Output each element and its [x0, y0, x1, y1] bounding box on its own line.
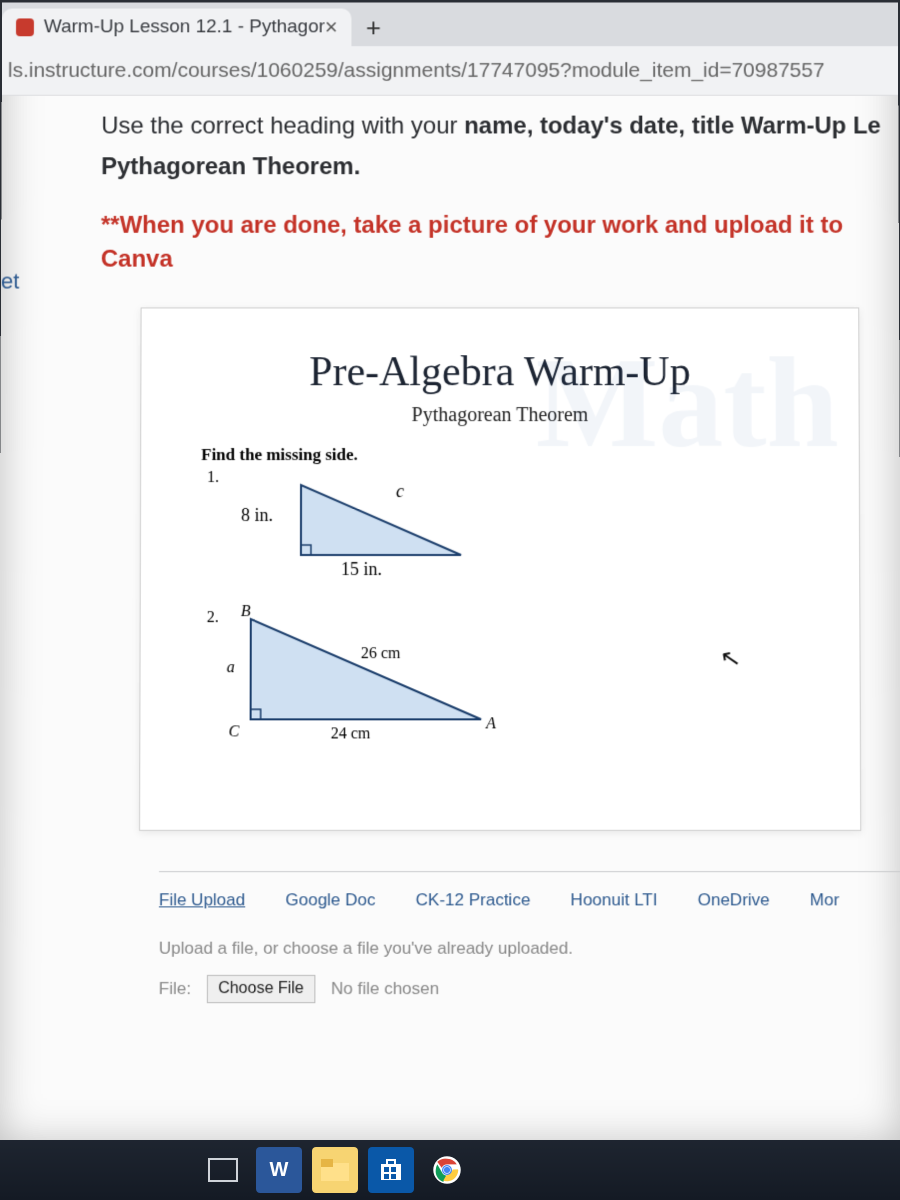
worksheet-title: Pre-Algebra Warm-Up	[171, 348, 828, 396]
worksheet-subtitle: Pythagorean Theorem	[171, 404, 828, 427]
submission-area: File Upload Google Doc CK-12 Practice Ho…	[159, 871, 900, 1003]
instr-line1a: Use the correct heading with your	[101, 113, 464, 140]
address-bar[interactable]: ls.instructure.com/courses/1060259/assig…	[2, 46, 898, 96]
assignment-instructions: Use the correct heading with your name, …	[101, 96, 899, 278]
triangle-2-hyp: 26 cm	[361, 645, 401, 663]
chrome-icon[interactable]	[424, 1147, 470, 1193]
triangle-1-hyp-var: c	[396, 481, 404, 502]
worksheet-image: Math Pre-Algebra Warm-Up Pythagorean The…	[139, 308, 861, 831]
tab-hoonuit[interactable]: Hoonuit LTI	[571, 890, 658, 910]
browser-tab[interactable]: Warm-Up Lesson 12.1 - Pythagor ×	[2, 9, 352, 47]
submission-tabs: File Upload Google Doc CK-12 Practice Ho…	[159, 890, 900, 910]
file-explorer-icon[interactable]	[312, 1147, 358, 1193]
instr-line2: Pythagorean Theorem.	[101, 150, 898, 185]
triangle-2-vertex-c: C	[229, 724, 240, 742]
instr-line3: **When you are done, take a picture of y…	[101, 209, 899, 278]
sidebar-fragment: et	[1, 269, 19, 295]
tab-google-doc[interactable]: Google Doc	[285, 890, 375, 910]
page-content: et Use the correct heading with your nam…	[0, 96, 900, 1004]
triangle-2-leg-var: a	[227, 659, 235, 677]
browser-window: Warm-Up Lesson 12.1 - Pythagor × + ls.in…	[0, 3, 900, 1144]
problem-1-number: 1.	[207, 469, 219, 487]
canvas-favicon	[16, 18, 34, 36]
triangle-2-vertex-b: B	[241, 603, 251, 621]
choose-file-button[interactable]: Choose File	[207, 975, 315, 1003]
task-view-icon[interactable]	[200, 1147, 246, 1193]
triangle-2-vertex-a: A	[486, 716, 496, 734]
problem-1: 1. 8 in. c 15 in.	[231, 469, 830, 609]
url-text: ls.instructure.com/courses/1060259/assig…	[8, 59, 825, 83]
triangle-1-leg-a: 8 in.	[241, 505, 273, 526]
problem-2: 2. B a C A 26 cm 24 cm	[230, 609, 830, 780]
tab-strip: Warm-Up Lesson 12.1 - Pythagor × +	[2, 3, 898, 47]
instr-line1b: name, today's date, title Warm-Up Le	[464, 113, 881, 140]
tab-file-upload[interactable]: File Upload	[159, 890, 245, 910]
close-tab-icon[interactable]: ×	[325, 14, 338, 40]
tab-onedrive[interactable]: OneDrive	[698, 890, 770, 910]
tab-more[interactable]: Mor	[810, 890, 839, 910]
word-icon[interactable]: W	[256, 1147, 302, 1193]
tab-ck12[interactable]: CK-12 Practice	[416, 890, 531, 910]
triangle-2-base: 24 cm	[331, 726, 371, 744]
problem-2-number: 2.	[207, 609, 219, 627]
tab-title: Warm-Up Lesson 12.1 - Pythagor	[44, 16, 325, 38]
file-label: File:	[159, 979, 191, 999]
triangle-1-base: 15 in.	[341, 559, 382, 580]
microsoft-store-icon[interactable]	[368, 1147, 414, 1193]
worksheet-prompt: Find the missing side.	[201, 445, 829, 465]
upload-hint: Upload a file, or choose a file you've a…	[159, 939, 900, 959]
no-file-text: No file chosen	[331, 979, 439, 999]
new-tab-button[interactable]: +	[352, 9, 396, 47]
windows-taskbar: W	[0, 1140, 900, 1200]
file-row: File: Choose File No file chosen	[159, 975, 900, 1003]
